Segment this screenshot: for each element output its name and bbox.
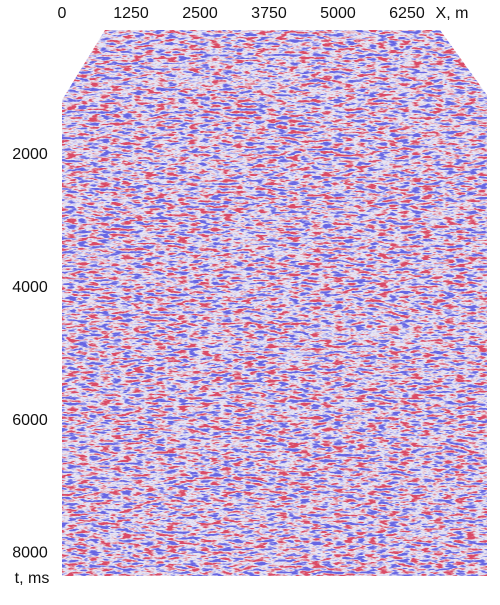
x-tick-label: 5000 xyxy=(320,5,356,22)
x-axis-label: X, m xyxy=(436,5,469,22)
y-tick-label: 2000 xyxy=(12,146,48,163)
x-tick-label: 1250 xyxy=(113,5,149,22)
x-tick-label: 6250 xyxy=(389,5,425,22)
y-tick-label: 6000 xyxy=(12,412,48,429)
seismic-amplitudes xyxy=(62,30,487,576)
x-tick-label: 2500 xyxy=(182,5,218,22)
y-tick-label: 4000 xyxy=(12,279,48,296)
y-tick-label: 8000 xyxy=(12,545,48,562)
axis-labels: 0 1250 2500 3750 5000 6250 2000 4000 6000 8000 X, … xyxy=(12,5,468,587)
x-tick-label: 0 xyxy=(58,5,67,22)
x-tick-label: 3750 xyxy=(251,5,287,22)
y-axis-label: t, ms xyxy=(15,570,50,587)
